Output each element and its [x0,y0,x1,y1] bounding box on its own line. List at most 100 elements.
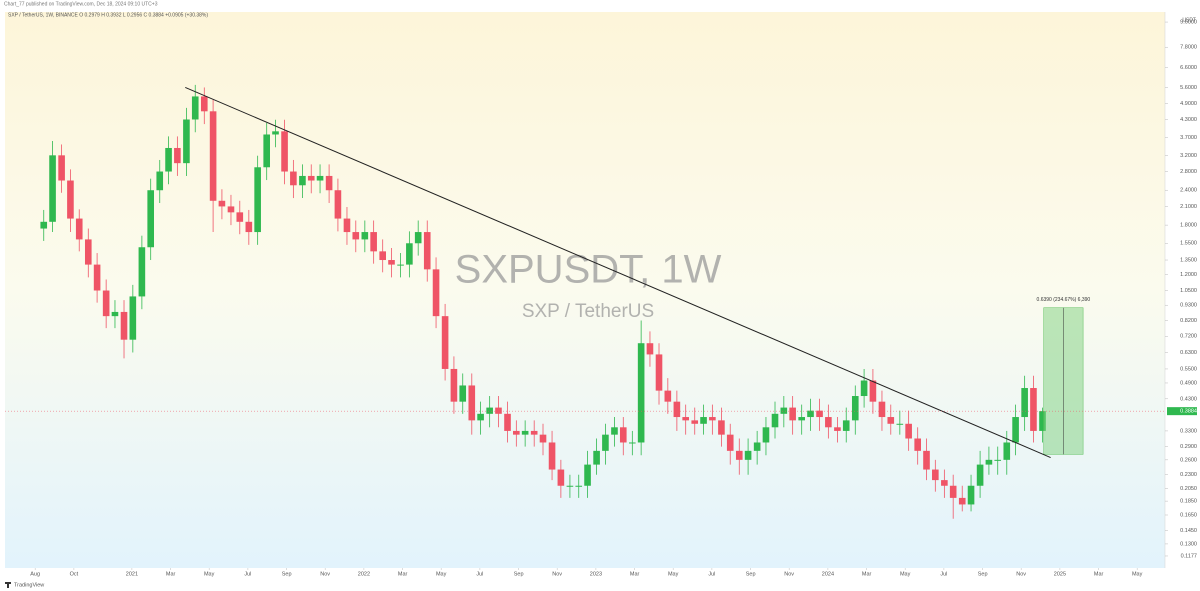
candle-body [183,119,190,164]
y-tick-label: 2.4000 [1180,188,1197,194]
y-tick-label: 0.2300 [1180,472,1197,478]
candle-body [325,175,333,191]
x-tick-label: 2022 [358,571,370,577]
candle-body [379,251,387,261]
y-tick-label: 0.4300 [1180,396,1197,402]
candle-body [691,420,699,424]
candle-body [530,430,538,435]
watermark-subtitle: SXP / TetherUS [522,301,654,322]
candle-body [646,343,654,355]
y-tick-label: 0.1650 [1180,512,1197,518]
candle-body [718,420,725,435]
y-tick-label: 7.8000 [1180,45,1197,51]
candle-body [84,239,92,265]
candle-body [735,450,743,460]
candle-body [619,427,627,443]
candle-body [200,96,208,112]
y-tick-label: 3.7000 [1180,135,1197,141]
x-tick-label: Sep [746,571,756,577]
candle-body [397,264,404,266]
axis-unit: USDT [1182,17,1196,23]
candle-body [548,442,556,470]
candle-body [1003,442,1011,460]
candle-body [504,413,511,431]
y-tick-label: 1.3500 [1180,257,1197,263]
candle-body [334,190,342,219]
candle-body [1039,411,1046,431]
x-tick-label: Jul [708,571,715,577]
candle-body [209,111,217,201]
y-tick-label: 0.5500 [1180,366,1197,372]
y-tick-label: 3.2000 [1180,153,1197,159]
candle-body [477,413,484,421]
trendline [185,86,1051,458]
candle-body [272,131,279,135]
candle-body [423,232,431,270]
candle-body [967,485,975,505]
x-tick-label: May [668,571,679,577]
y-tick-label: 1.8000 [1180,223,1197,229]
candle-body [1021,388,1028,418]
candle-body [343,218,351,233]
candle-body [75,218,83,240]
y-tick-label: 1.0500 [1180,288,1197,294]
candle-body [780,407,788,414]
x-tick-label: Nov [552,571,562,577]
x-tick-label: Mar [398,571,408,577]
y-tick-label: 0.7200 [1180,334,1197,340]
y-tick-label: 0.1300 [1180,541,1197,547]
candle-body [129,296,137,340]
x-tick-label: Sep [514,571,524,577]
candle-body [673,401,681,418]
x-tick-label: May [1132,571,1143,577]
candle-body [611,427,618,435]
candle-body [887,417,895,424]
candle-body [299,175,306,186]
candle-body [655,354,663,391]
watermark-title: SXPUSDT, 1W [455,248,722,292]
candle-body [111,311,119,317]
candle-body [513,430,520,435]
candle-body [575,485,583,487]
candle-body [602,434,609,451]
x-tick-label: Sep [978,571,988,577]
candle-body [40,221,48,229]
candle-body [174,147,181,164]
candle-body [307,175,315,181]
candle-body [682,417,689,421]
candle-body [726,434,734,451]
x-tick-label: Nov [1016,571,1026,577]
candle-body [1030,388,1037,431]
candle-body [932,469,939,481]
candle-body [798,417,805,421]
x-tick-label: May [900,571,911,577]
candle-body [254,167,261,233]
y-tick-label: 0.1450 [1180,528,1197,534]
candle-body [949,485,957,498]
y-tick-label: 0.1850 [1180,499,1197,505]
candle-body [245,221,253,233]
candle-body [994,459,1002,461]
candle-body [236,212,244,222]
candle-body [191,96,199,120]
footer-icon [5,582,11,588]
x-tick-label: 2024 [822,571,834,577]
candle-body [557,469,565,486]
candle-body [93,264,101,291]
candle-body [147,190,155,248]
y-tick-label: 4.3000 [1180,117,1197,123]
y-tick-label: 1.5500 [1180,241,1197,247]
y-tick-label: 2.8000 [1180,169,1197,175]
x-tick-label: 2025 [1054,571,1066,577]
candle-body [281,131,288,172]
candle-body [370,232,377,252]
candle-body [495,407,502,414]
x-tick-label: Mar [166,571,176,577]
y-tick-label: 0.4900 [1180,380,1197,386]
publisher-line: Chart_77 published on TradingView.com, D… [4,1,158,7]
candle-body [834,427,841,431]
x-tick-label: Aug [30,571,40,577]
y-tick-label: 5.6000 [1180,85,1197,91]
x-tick-label: Oct [70,571,79,577]
